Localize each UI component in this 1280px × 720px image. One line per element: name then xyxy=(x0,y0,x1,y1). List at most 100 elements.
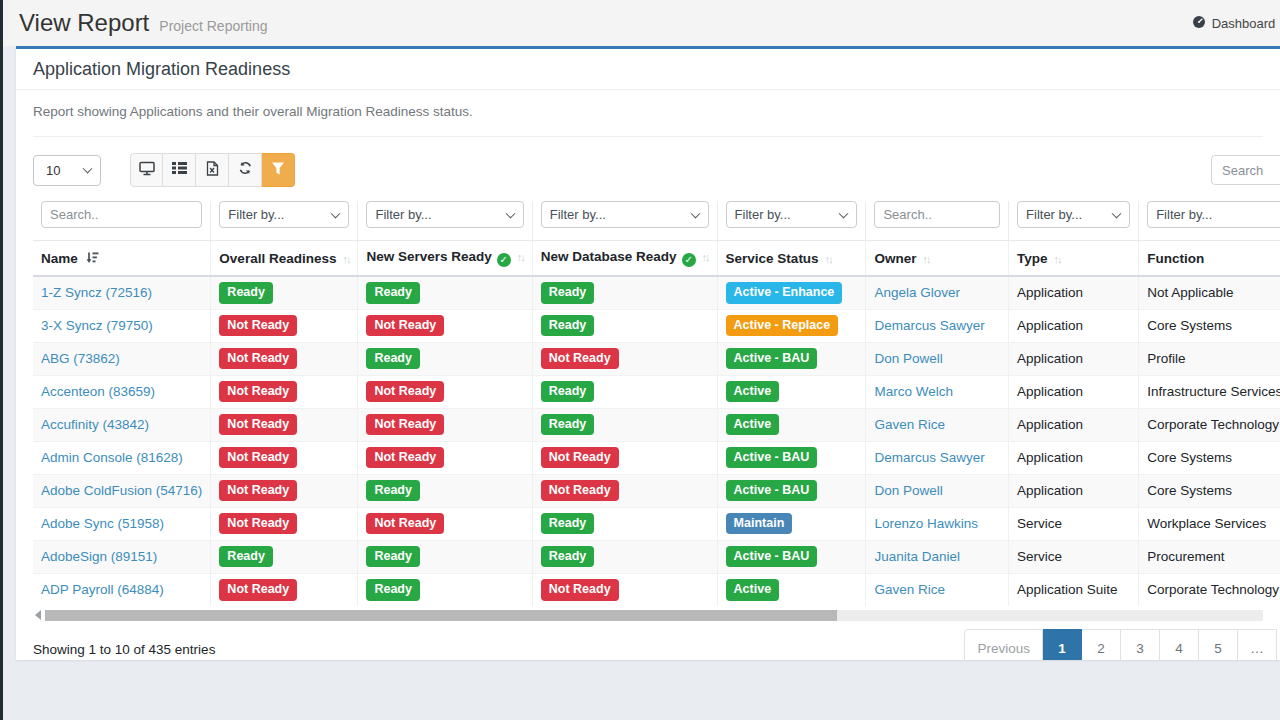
app-link[interactable]: 3-X Syncz (79750) xyxy=(41,318,153,333)
column-header-name[interactable]: Name xyxy=(33,241,211,277)
page-length-select[interactable]: 10 xyxy=(33,155,101,186)
column-search-name[interactable] xyxy=(41,201,202,228)
pagination-page-1[interactable]: 1 xyxy=(1043,629,1082,660)
column-label: Type xyxy=(1017,251,1048,266)
app-link[interactable]: AdobeSign (89151) xyxy=(41,549,157,564)
function-cell: Procurement xyxy=(1139,540,1280,573)
function-cell: Infrastructure Services xyxy=(1139,375,1280,408)
column-header-servers[interactable]: New Servers Ready✓↑↓ xyxy=(358,241,532,277)
table-row: Adobe Sync (51958)Not ReadyNot ReadyRead… xyxy=(33,507,1280,540)
type-cell: Application xyxy=(1009,375,1139,408)
tachometer-icon xyxy=(1192,15,1206,32)
owner-link[interactable]: Angela Glover xyxy=(874,285,960,300)
column-filter-type[interactable]: Filter by... xyxy=(1017,201,1130,228)
readiness-badge: Not Ready xyxy=(366,513,444,535)
pagination-page-3[interactable]: 3 xyxy=(1121,629,1160,660)
column-filter-overall[interactable]: Filter by... xyxy=(219,201,349,228)
status-badge: Active xyxy=(726,414,780,436)
owner-link[interactable]: Lorenzo Hawkins xyxy=(874,516,978,531)
app-link[interactable]: Adobe ColdFusion (54716) xyxy=(41,483,202,498)
pagination-previous[interactable]: Previous xyxy=(964,629,1043,660)
column-filter-database[interactable]: Filter by... xyxy=(541,201,709,228)
readiness-badge: Ready xyxy=(366,348,420,370)
scroll-left-arrow-icon[interactable] xyxy=(35,610,41,620)
table-row: Admin Console (81628)Not ReadyNot ReadyN… xyxy=(33,441,1280,474)
owner-link[interactable]: Demarcus Sawyer xyxy=(874,318,984,333)
display-view-button[interactable] xyxy=(130,153,163,187)
page-header: View Report Project Reporting Dashboard … xyxy=(0,0,1280,46)
pagination-page-4[interactable]: 4 xyxy=(1160,629,1199,660)
readiness-badge: Ready xyxy=(219,282,273,304)
app-link[interactable]: ABG (73862) xyxy=(41,351,120,366)
column-filter-function[interactable]: Filter by... xyxy=(1147,201,1280,228)
scrollbar-track[interactable] xyxy=(45,610,1263,621)
status-badge: Maintain xyxy=(726,513,793,535)
column-filter-status[interactable]: Filter by... xyxy=(726,201,858,228)
owner-link[interactable]: Gaven Rice xyxy=(874,417,945,432)
column-header-owner[interactable]: Owner↑↓ xyxy=(866,241,1009,277)
readiness-badge: Not Ready xyxy=(541,480,619,502)
horizontal-scrollbar[interactable] xyxy=(33,609,1263,621)
check-circle-icon: ✓ xyxy=(497,253,511,267)
app-link[interactable]: 1-Z Syncz (72516) xyxy=(41,285,152,300)
readiness-badge: Not Ready xyxy=(219,381,297,403)
app-link[interactable]: Accenteon (83659) xyxy=(41,384,155,399)
owner-link[interactable]: Juanita Daniel xyxy=(874,549,960,564)
column-header-database[interactable]: New Database Ready✓↑↓ xyxy=(532,241,717,277)
status-badge: Active - Replace xyxy=(726,315,839,337)
entries-summary: Showing 1 to 10 of 435 entries xyxy=(33,642,215,657)
owner-link[interactable]: Marco Welch xyxy=(874,384,953,399)
global-search-input[interactable] xyxy=(1211,155,1280,185)
readiness-badge: Not Ready xyxy=(219,447,297,469)
readiness-badge: Not Ready xyxy=(366,447,444,469)
column-filter-servers[interactable]: Filter by... xyxy=(366,201,523,228)
filter-button[interactable] xyxy=(262,153,295,187)
readiness-badge: Not Ready xyxy=(219,579,297,601)
status-badge: Active - BAU xyxy=(726,546,818,568)
breadcrumb-dashboard-link[interactable]: Dashboard xyxy=(1212,16,1276,31)
owner-link[interactable]: Gaven Rice xyxy=(874,582,945,597)
column-header-type[interactable]: Type↑↓ xyxy=(1009,241,1139,277)
export-excel-button[interactable] xyxy=(196,153,229,187)
app-link[interactable]: ADP Payroll (64884) xyxy=(41,582,164,597)
breadcrumb[interactable]: Dashboard › xyxy=(1192,0,1280,46)
sidebar-edge xyxy=(0,0,3,720)
column-header-status[interactable]: Service Status↑↓ xyxy=(717,241,866,277)
status-badge: Active xyxy=(726,579,780,601)
type-cell: Service xyxy=(1009,540,1139,573)
table-row: Accufinity (43842)Not ReadyNot ReadyRead… xyxy=(33,408,1280,441)
function-cell: Corporate Technology xyxy=(1139,573,1280,606)
scrollbar-thumb[interactable] xyxy=(45,610,837,621)
column-header-overall[interactable]: Overall Readiness↑↓ xyxy=(211,241,358,277)
column-search-owner[interactable] xyxy=(874,201,1000,228)
column-filter-row: Filter by... Filter by... Filter by... Filt… xyxy=(33,201,1280,241)
column-header-function[interactable]: Function xyxy=(1139,241,1280,277)
sort-icon: ↑↓ xyxy=(922,253,929,265)
owner-link[interactable]: Don Powell xyxy=(874,483,942,498)
status-badge: Active xyxy=(726,381,780,403)
app-link[interactable]: Adobe Sync (51958) xyxy=(41,516,164,531)
sort-icon: ↑↓ xyxy=(825,253,832,265)
sort-icon: ↑↓ xyxy=(702,251,709,263)
pagination-page-5[interactable]: 5 xyxy=(1199,629,1238,660)
owner-link[interactable]: Don Powell xyxy=(874,351,942,366)
readiness-badge: Ready xyxy=(541,381,595,403)
readiness-badge: Ready xyxy=(366,480,420,502)
refresh-button[interactable] xyxy=(229,153,262,187)
app-link[interactable]: Admin Console (81628) xyxy=(41,450,183,465)
function-cell: Core Systems xyxy=(1139,309,1280,342)
owner-link[interactable]: Demarcus Sawyer xyxy=(874,450,984,465)
app-link[interactable]: Accufinity (43842) xyxy=(41,417,149,432)
column-visibility-button[interactable] xyxy=(163,153,196,187)
readiness-badge: Not Ready xyxy=(366,315,444,337)
pagination-page-2[interactable]: 2 xyxy=(1082,629,1121,660)
pagination-page-…[interactable]: … xyxy=(1238,629,1277,660)
readiness-badge: Not Ready xyxy=(541,348,619,370)
type-cell: Service xyxy=(1009,507,1139,540)
type-cell: Application Suite xyxy=(1009,573,1139,606)
filter-icon xyxy=(271,161,285,179)
page-title: View Report xyxy=(19,9,149,37)
report-table: Filter by... Filter by... Filter by... Filt… xyxy=(33,201,1280,606)
readiness-badge: Ready xyxy=(541,315,595,337)
status-badge: Active - BAU xyxy=(726,348,818,370)
